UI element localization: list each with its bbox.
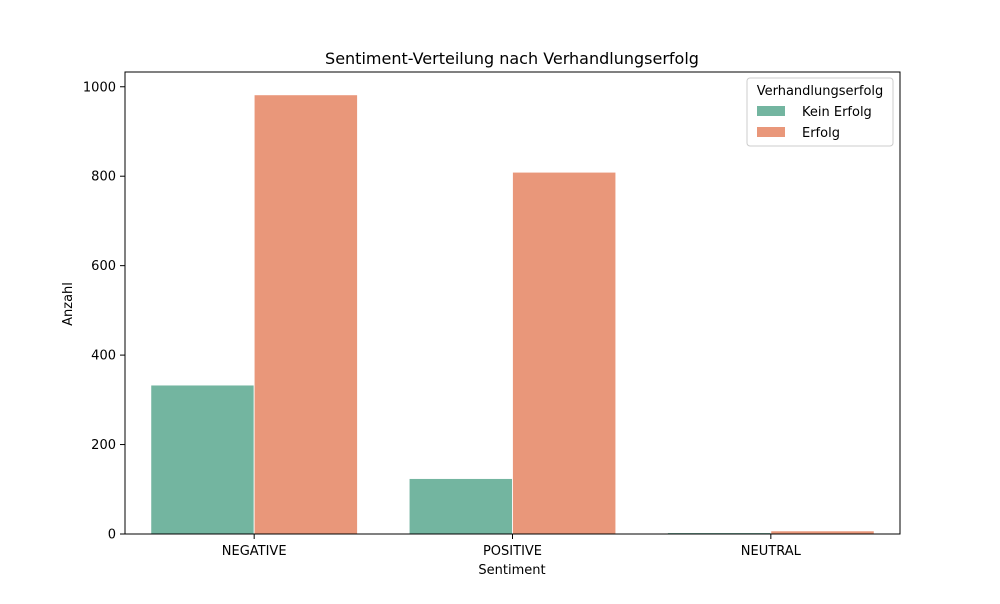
bar-kein-erfolg-negative [150,384,255,535]
legend-label-erfolg: Erfolg [802,126,840,141]
bar-erfolg-negative [253,94,358,535]
y-axis-label: Anzahl [61,282,76,326]
x-axis-label: Sentiment [478,563,545,578]
legend-swatch-erfolg [757,127,785,137]
y-tick-label: 1000 [83,80,116,95]
chart-title: Sentiment-Verteilung nach Verhandlungser… [325,49,699,68]
axes: 0 200 400 600 800 1000 NEGATIVE POSITIVE NEUTRAL [83,71,901,559]
plot-area [150,94,875,535]
y-tick-label: 600 [91,259,116,274]
bar-kein-erfolg-positive [408,478,513,535]
y-tick-label: 400 [91,349,116,364]
x-tick-label: NEUTRAL [741,544,802,559]
legend: Verhandlungserfolg Kein Erfolg Erfolg [746,77,894,147]
x-tick-label: POSITIVE [483,544,542,559]
y-tick-label: 200 [91,438,116,453]
y-tick-label: 800 [91,170,116,185]
legend-swatch-kein-erfolg [757,106,785,116]
legend-title: Verhandlungserfolg [757,84,884,99]
legend-label-kein-erfolg: Kein Erfolg [802,105,872,120]
x-tick-label: NEGATIVE [222,544,287,559]
bar-erfolg-positive [512,171,617,535]
y-tick-label: 0 [108,528,116,543]
